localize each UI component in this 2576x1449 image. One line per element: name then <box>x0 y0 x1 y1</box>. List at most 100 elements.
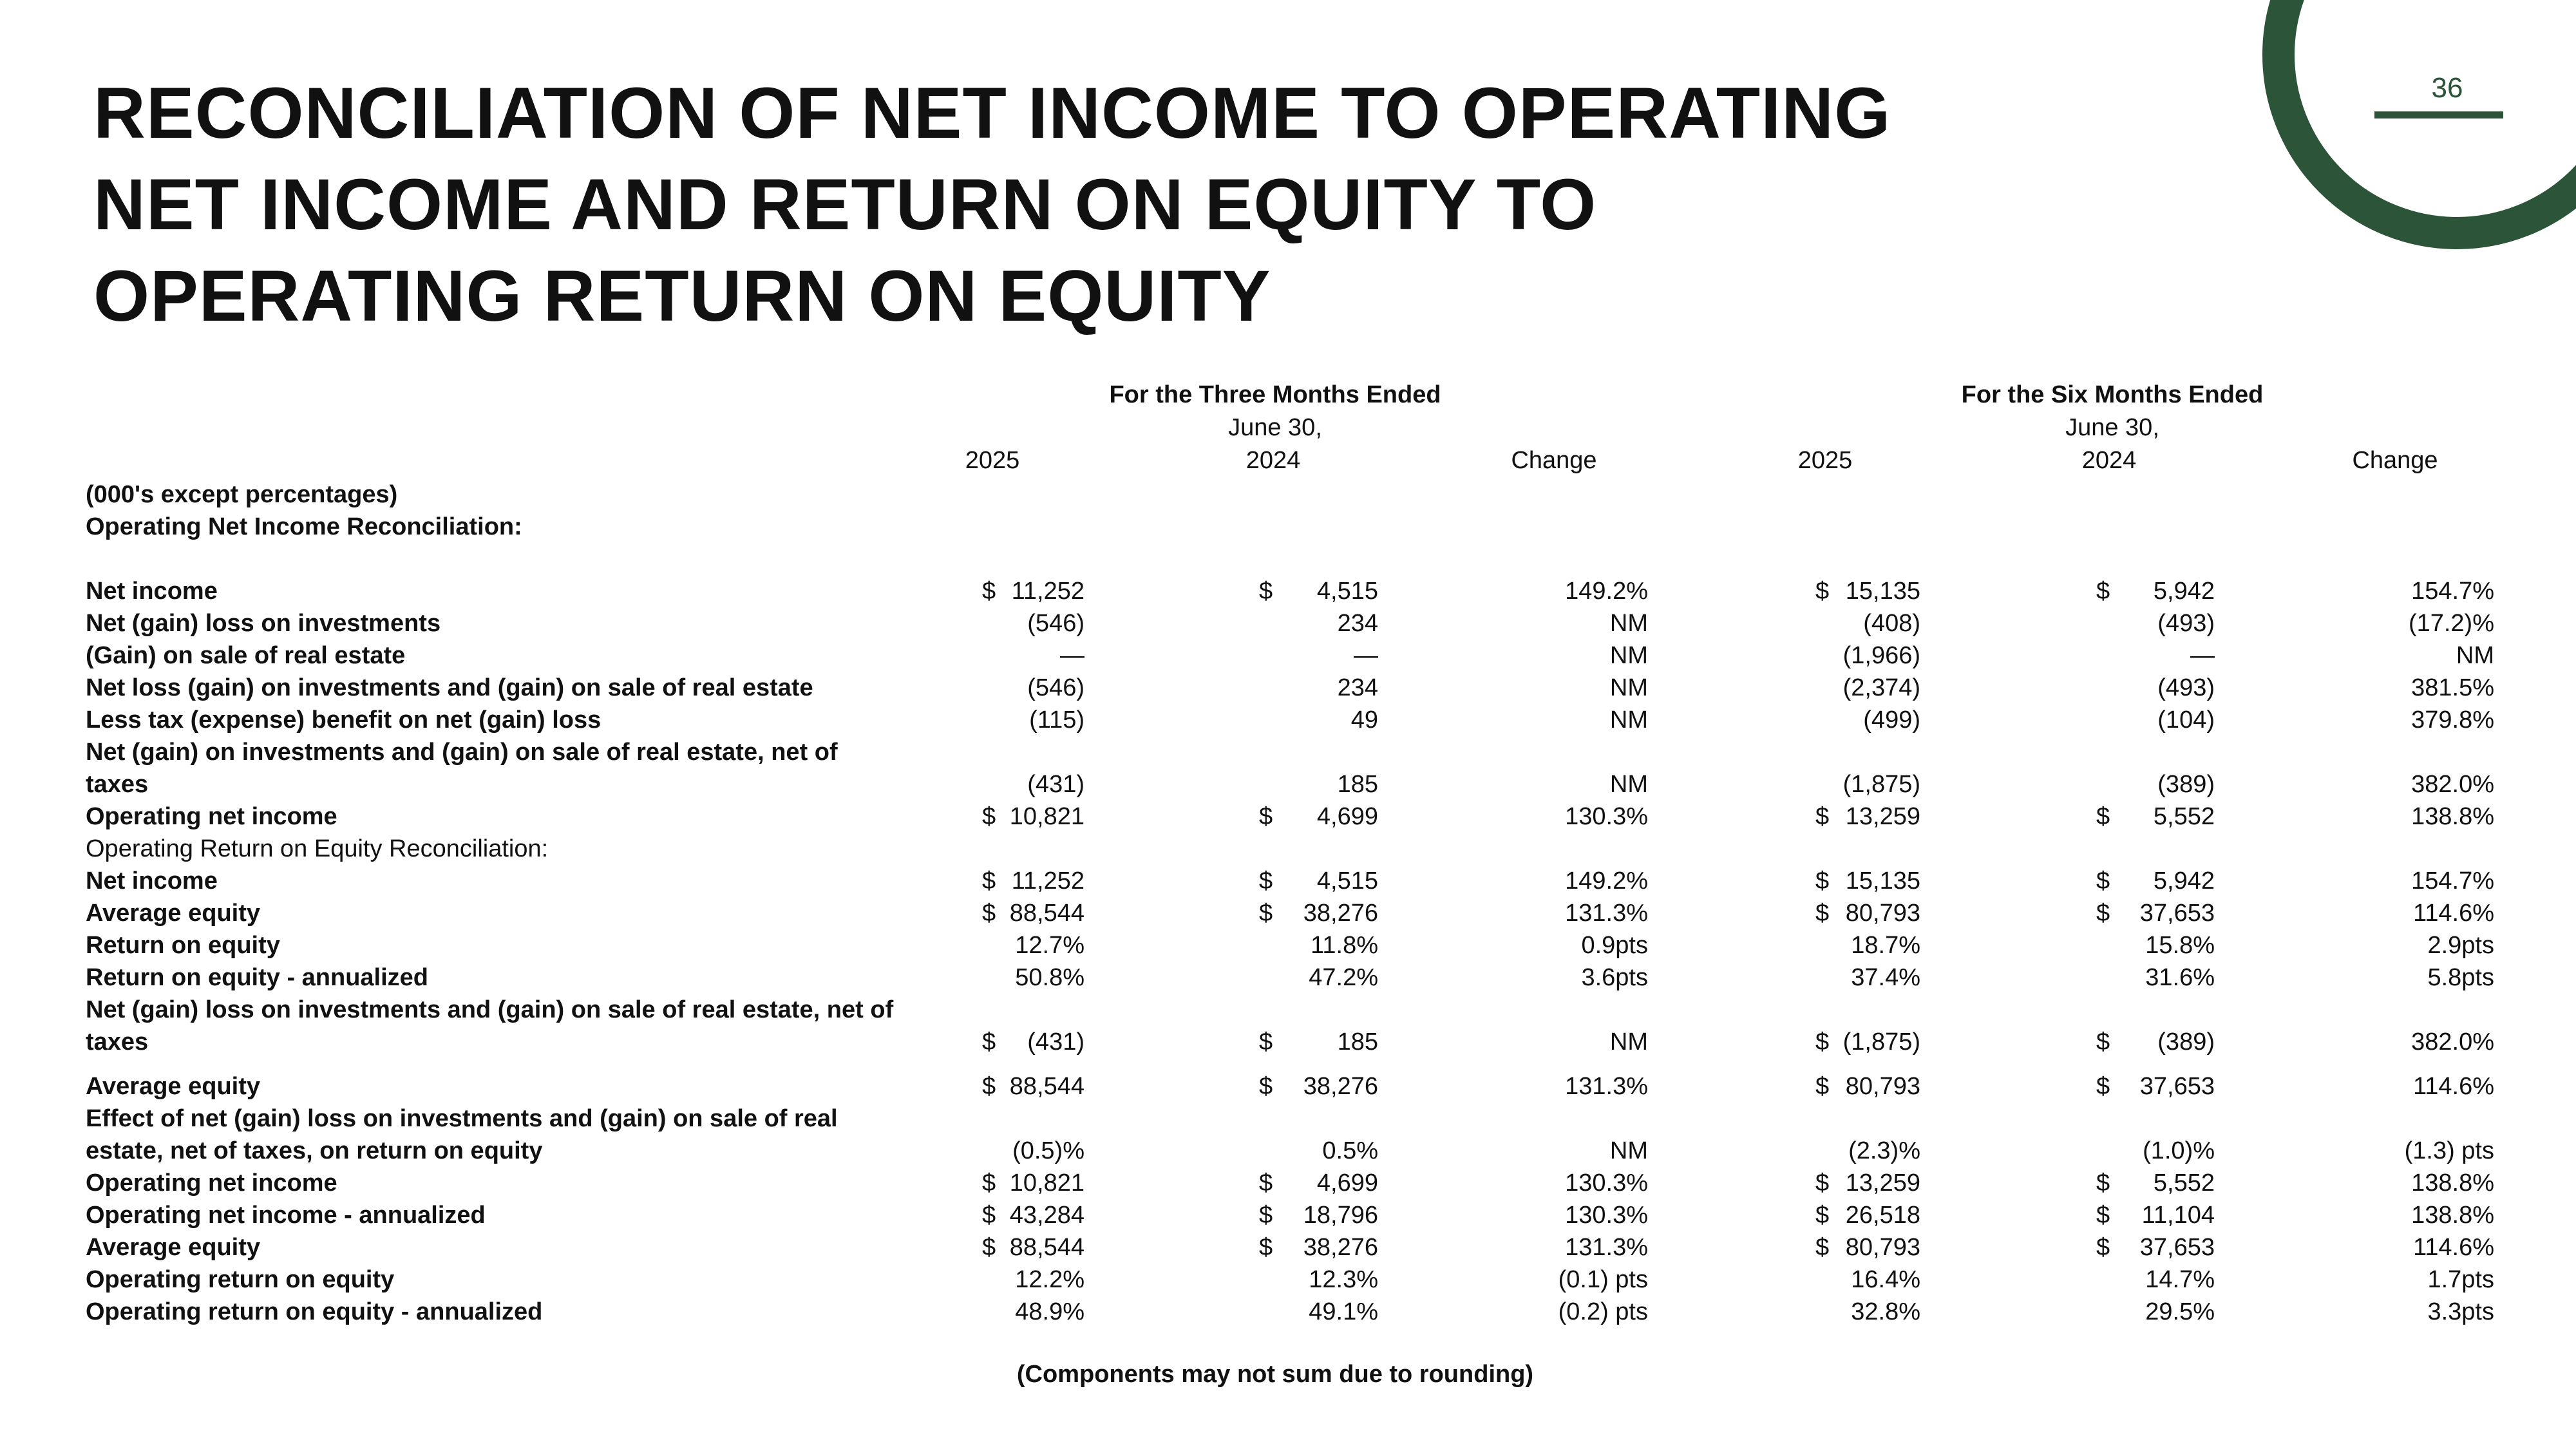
table-row: Less tax (expense) benefit on net (gain)… <box>86 704 2507 736</box>
cell-value: (546) <box>1027 674 1084 701</box>
table-cell: 14.7% <box>2096 1264 2215 1296</box>
cell-value: (493) <box>2157 610 2215 637</box>
table-cell: 29.5% <box>2096 1296 2215 1328</box>
table-cell: 114.6% <box>2301 897 2494 929</box>
cell-value: (115) <box>1029 706 1084 734</box>
cell-value: (408) <box>1863 610 1920 637</box>
cell-value: (1,875) <box>1842 1028 1920 1056</box>
table-cell: — <box>982 639 1084 672</box>
table-cell: NM <box>1455 1026 1648 1058</box>
table-row: Average equity $88,544 $38,276 131.3% $80,79… <box>86 897 2507 929</box>
table-cell: $4,515 <box>1259 865 1378 897</box>
table-cell: 154.7% <box>2301 575 2494 607</box>
row-label: Average equity <box>86 1234 261 1261</box>
currency-symbol: $ <box>2096 1170 2110 1197</box>
currency-symbol: $ <box>982 900 996 927</box>
row-label: Operating net income <box>86 1170 337 1197</box>
currency-symbol: $ <box>982 1234 996 1261</box>
table-cell: $4,699 <box>1259 800 1378 833</box>
table-cell: 130.3% <box>1455 800 1648 833</box>
table-cell: (431) <box>982 768 1084 800</box>
title-line: NET INCOME AND RETURN ON EQUITY TO <box>93 164 1597 245</box>
cell-value: 234 <box>1337 674 1378 701</box>
table-cell: $15,135 <box>1815 865 1920 897</box>
cell-value: 26,518 <box>1845 1202 1920 1229</box>
currency-symbol: $ <box>982 1028 996 1056</box>
cell-value: (104) <box>2157 706 2215 734</box>
page-title: RECONCILIATION OF NET INCOME TO OPERATIN… <box>93 68 1891 342</box>
cell-value: (1,966) <box>1842 642 1920 669</box>
table-cell: (1.3) pts <box>2301 1135 2494 1167</box>
column-header-3m-change: Change <box>1511 447 1597 474</box>
table-cell: $37,653 <box>2096 1070 2215 1103</box>
currency-symbol: $ <box>982 1073 996 1100</box>
cell-value: 130.3% <box>1565 1170 1648 1197</box>
currency-symbol: $ <box>2096 1073 2110 1100</box>
table-cell: $5,552 <box>2096 1167 2215 1199</box>
cell-value: 149.2% <box>1565 578 1648 605</box>
currency-symbol: $ <box>1815 1073 1830 1100</box>
table-row: Operating net income - annualized $43,284… <box>86 1199 2507 1231</box>
table-cell: $13,259 <box>1815 1167 1920 1199</box>
table-row: Operating return on equity - annualized 4… <box>86 1296 2507 1328</box>
table-cell: $13,259 <box>1815 800 1920 833</box>
table-cell: 114.6% <box>2301 1070 2494 1103</box>
table-cell: 37.4% <box>1815 961 1920 994</box>
currency-symbol: $ <box>1259 867 1273 895</box>
table-cell: 381.5% <box>2301 672 2494 704</box>
table-cell: 131.3% <box>1455 1231 1648 1264</box>
currency-symbol: $ <box>1815 1202 1830 1229</box>
title-line: RECONCILIATION OF NET INCOME TO OPERATIN… <box>93 73 1891 153</box>
cell-value: 15,135 <box>1845 578 1920 605</box>
table-cell: (493) <box>2096 672 2215 704</box>
cell-value: (389) <box>2157 771 2215 798</box>
currency-symbol: $ <box>982 803 996 830</box>
table-cell: $10,821 <box>982 800 1084 833</box>
table-row: Effect of net (gain) loss on investments… <box>86 1103 2507 1167</box>
table-cell: $88,544 <box>982 1231 1084 1264</box>
cell-value: 379.8% <box>2411 706 2494 734</box>
row-label: Average equity <box>86 1073 261 1100</box>
currency-symbol: $ <box>1259 1028 1273 1056</box>
cell-value: NM <box>1609 1028 1648 1056</box>
table-cell: 0.5% <box>1259 1135 1378 1167</box>
currency-symbol: $ <box>982 578 996 605</box>
table-cell: NM <box>1455 704 1648 736</box>
column-header-6m-2024: 2024 <box>2081 447 2137 474</box>
table-cell: NM <box>1455 1135 1648 1167</box>
cell-value: — <box>1060 642 1084 669</box>
table-cell: 1.7pts <box>2301 1264 2494 1296</box>
table-cell: 31.6% <box>2096 961 2215 994</box>
table-cell: (408) <box>1815 607 1920 639</box>
cell-value: 114.6% <box>2412 900 2494 927</box>
page-number: 36 <box>2431 72 2463 104</box>
cell-value: 1.7pts <box>2427 1266 2494 1293</box>
table-cell: 379.8% <box>2301 704 2494 736</box>
row-label: Net (gain) on investments and (gain) on … <box>86 739 838 798</box>
currency-symbol: $ <box>982 1202 996 1229</box>
cell-value: 3.3pts <box>2427 1298 2494 1325</box>
cell-value: 5,552 <box>2153 1170 2215 1197</box>
cell-value: 11,252 <box>1011 578 1084 605</box>
table-cell: (1,875) <box>1815 768 1920 800</box>
cell-value: (0.2) pts <box>1558 1298 1648 1325</box>
table-cell: (546) <box>982 607 1084 639</box>
row-label: Operating return on equity <box>86 1266 395 1293</box>
cell-value: 154.7% <box>2411 867 2494 895</box>
cell-value: 80,793 <box>1845 1073 1920 1100</box>
cell-value: 382.0% <box>2411 1028 2494 1056</box>
table-cell: 15.8% <box>2096 929 2215 961</box>
cell-value: 131.3% <box>1565 900 1648 927</box>
cell-value: 88,544 <box>1009 900 1084 927</box>
table-row: Average equity $88,544 $38,276 131.3% $80,79… <box>86 1070 2507 1103</box>
currency-symbol: $ <box>1815 900 1830 927</box>
row-label: Net loss (gain) on investments and (gain… <box>86 674 813 701</box>
currency-symbol: $ <box>1259 1170 1273 1197</box>
table-cell: $10,821 <box>982 1167 1084 1199</box>
cell-value: 2.9pts <box>2427 932 2494 959</box>
cell-value: 114.6% <box>2412 1234 2494 1261</box>
cell-value: 131.3% <box>1565 1234 1648 1261</box>
cell-value: 38,276 <box>1303 1234 1378 1261</box>
table-cell: NM <box>1455 607 1648 639</box>
table-cell: $185 <box>1259 1026 1378 1058</box>
